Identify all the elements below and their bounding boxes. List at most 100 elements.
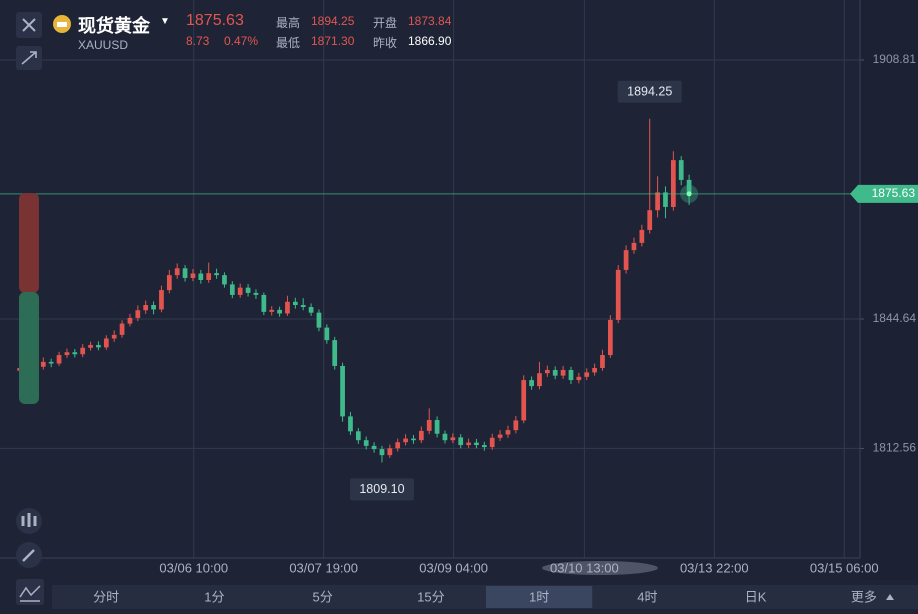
candle-body <box>292 301 298 306</box>
gold-icon <box>52 14 72 37</box>
candle-body <box>450 437 456 441</box>
stat-label: 最高 <box>276 16 301 30</box>
candle-body <box>363 440 369 446</box>
last-price-label: 1875.63 <box>872 186 916 200</box>
candle-body <box>678 160 684 180</box>
sentiment-up <box>19 193 39 293</box>
candle-body <box>198 273 204 280</box>
candle-body <box>458 437 464 446</box>
close-icon <box>22 18 36 32</box>
candle-body <box>466 442 471 446</box>
candle-body <box>269 309 275 312</box>
more-arrow <box>886 594 894 600</box>
candle-body <box>371 445 377 450</box>
candle-body <box>395 442 401 449</box>
candle-body <box>214 273 219 276</box>
candle-body <box>592 367 597 373</box>
tab-label: 1分 <box>204 589 224 604</box>
candle-body <box>387 448 393 456</box>
candle-body <box>426 420 432 431</box>
stat-label: 最低 <box>276 36 301 50</box>
candle-body <box>481 445 487 448</box>
tab-label: 15分 <box>417 589 444 604</box>
x-tick-label: 03/06 10:00 <box>159 560 228 575</box>
candle-body <box>434 420 440 434</box>
candle-body <box>474 442 479 446</box>
candle-body <box>253 292 259 295</box>
indicator-tool[interactable] <box>16 579 44 605</box>
candle-body <box>245 287 251 293</box>
candle-body <box>182 268 188 278</box>
candle-body <box>615 269 621 320</box>
candle-body <box>639 229 645 243</box>
tab[interactable] <box>486 586 593 608</box>
candle-body <box>80 347 86 355</box>
candle-body <box>600 355 605 368</box>
y-tick-label: 1908.81 <box>873 52 917 66</box>
candle-body <box>206 273 212 280</box>
symbol: XAUUSD <box>78 38 129 52</box>
candle-body <box>607 319 613 356</box>
candle-body <box>96 344 101 348</box>
candle-body <box>229 284 235 295</box>
candle-body <box>261 294 267 312</box>
candle-body <box>88 344 93 348</box>
candle-body <box>308 307 314 313</box>
candle-body <box>324 327 330 341</box>
gold-icon-svg <box>53 15 71 33</box>
x-tick-label: 03/09 04:00 <box>419 560 488 575</box>
candle-body <box>418 430 424 441</box>
title[interactable]: 现货黄金 <box>78 16 150 36</box>
candle-body <box>379 449 385 456</box>
dropdown-arrow[interactable]: ▼ <box>160 16 170 27</box>
last-price-tag <box>850 184 918 203</box>
candle-body <box>40 361 46 367</box>
x-tick-label: 03/15 06:00 <box>810 560 879 575</box>
candle-body <box>103 338 109 348</box>
candle-body <box>513 420 519 431</box>
candle-body <box>631 242 637 251</box>
candle-body <box>119 323 125 335</box>
draw-tool-icon <box>22 549 35 562</box>
change: 8.73 <box>186 34 210 48</box>
collapse-icon <box>21 51 37 65</box>
gold-bar <box>57 22 67 27</box>
annotation-box <box>617 80 682 103</box>
candle-body <box>190 273 196 278</box>
candle-body <box>143 305 149 311</box>
candle-body <box>584 372 590 377</box>
stat-label: 开盘 <box>373 16 398 30</box>
candle-body <box>655 192 660 211</box>
candle-body <box>576 376 582 381</box>
candle-body <box>623 250 629 270</box>
annotation-label: 1809.10 <box>359 482 404 496</box>
candle-body <box>127 317 133 324</box>
candle-body <box>537 373 542 387</box>
candle-body <box>56 355 62 364</box>
candle-body <box>568 369 574 381</box>
change-pct: 0.47% <box>224 34 259 48</box>
stat-value: 1866.90 <box>408 34 452 48</box>
candle-body <box>174 268 180 276</box>
stat-value: 1894.25 <box>311 14 355 28</box>
last-price-dot <box>686 191 692 197</box>
candle-body <box>355 431 361 441</box>
candle-body <box>521 380 527 421</box>
y-tick-label: 1812.56 <box>873 441 917 455</box>
candle-body <box>670 160 676 207</box>
candle-body <box>277 309 282 314</box>
candle-body <box>442 433 448 441</box>
sentiment-down <box>19 292 39 404</box>
candle-body <box>332 340 338 366</box>
candle-body <box>505 430 511 435</box>
tab-label: 更多 <box>851 589 877 604</box>
candle-body <box>544 369 550 374</box>
candle-body <box>151 305 156 310</box>
stat-value: 1871.30 <box>311 34 355 48</box>
candle-body <box>316 312 322 328</box>
candle-body <box>686 179 692 194</box>
loading-dots <box>542 561 658 575</box>
stat-value: 1873.84 <box>408 14 452 28</box>
